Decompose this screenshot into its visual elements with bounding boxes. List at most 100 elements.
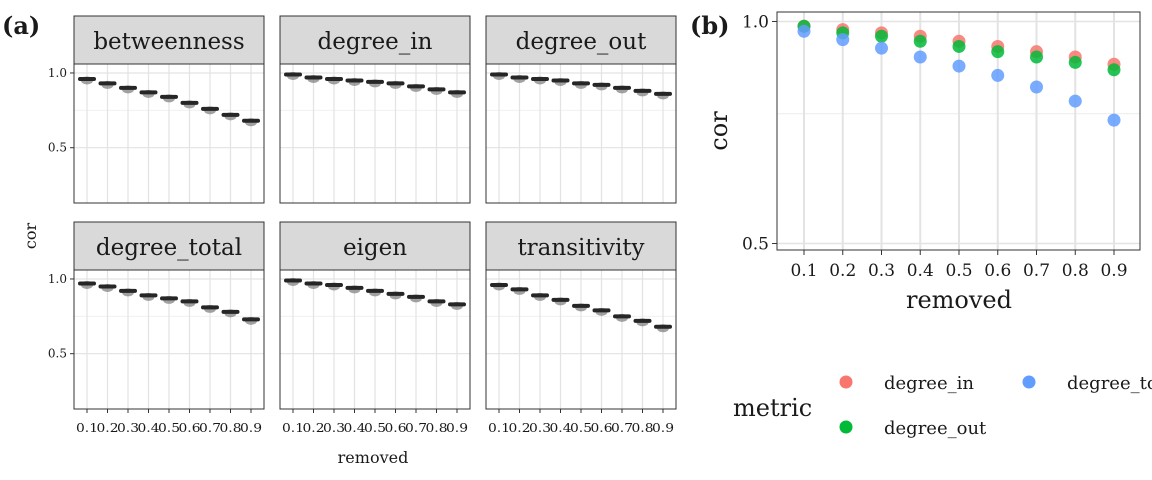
data-point — [613, 314, 631, 319]
facet-panel-betweenness: betweenness 0.5 1.0 — [48, 15, 265, 204]
x-tick-label: 0.1 — [282, 421, 304, 435]
data-point — [284, 72, 302, 77]
data-point — [242, 317, 260, 322]
x-tick-label: 0.6 — [179, 421, 201, 435]
data-point — [654, 324, 672, 329]
legend-title: metric — [733, 394, 812, 422]
panel-label-b: (b) — [690, 11, 730, 40]
data-point — [427, 87, 446, 92]
data-point — [1107, 63, 1121, 77]
data-point — [490, 282, 508, 287]
x-tick-label: 0.1 — [488, 421, 510, 435]
facet-strip-label: degree_in — [318, 29, 433, 55]
facet-strip — [485, 15, 677, 65]
x-tick-label: 0.2 — [303, 421, 325, 435]
data-point — [345, 78, 364, 83]
facet-strip — [279, 15, 471, 65]
data-point — [991, 68, 1005, 82]
data-point — [201, 106, 219, 111]
data-point — [366, 288, 384, 293]
x-tick-label: 0.9 — [1100, 261, 1127, 281]
y-tick-label: 0.5 — [48, 347, 67, 361]
y-axis-title: cor — [21, 223, 40, 250]
data-point — [180, 100, 199, 105]
data-point — [551, 78, 570, 83]
y-axis-title: cor — [705, 111, 733, 151]
data-point — [991, 45, 1005, 59]
data-point — [119, 85, 137, 90]
data-point — [98, 284, 117, 289]
facet-panel-transitivity: transitivity 0.10.20.30.40.50.60.70.80.9 — [485, 221, 677, 435]
x-tick-label: 0.9 — [446, 421, 468, 435]
data-point — [490, 72, 508, 77]
data-point — [221, 112, 240, 117]
x-tick-label: 0.3 — [868, 261, 895, 281]
data-point — [531, 293, 549, 298]
legend-label: degree_out — [884, 418, 987, 439]
facet-strip-label: degree_out — [516, 29, 647, 55]
data-point — [180, 299, 199, 304]
x-tick-label: 0.5 — [945, 261, 972, 281]
data-point — [407, 84, 425, 89]
data-point — [325, 76, 343, 81]
data-point — [304, 75, 323, 80]
x-tick-label: 0.9 — [240, 421, 262, 435]
data-point — [913, 34, 927, 48]
series-degree_out — [797, 19, 1121, 77]
x-tick-label: 0.8 — [632, 421, 654, 435]
y-tick-label: 1.0 — [742, 12, 769, 32]
facet-strip-label: degree_total — [96, 235, 242, 261]
x-tick-label: 0.8 — [220, 421, 242, 435]
data-point — [572, 303, 590, 308]
data-point — [510, 75, 529, 80]
facet-strip — [73, 15, 265, 65]
data-point — [531, 76, 549, 81]
data-point — [386, 291, 405, 296]
x-tick-label: 0.7 — [199, 421, 221, 435]
data-point — [448, 302, 466, 307]
data-point — [633, 318, 652, 323]
x-tick-label: 0.4 — [907, 261, 934, 281]
data-point — [913, 50, 927, 64]
legend-key-degree_out — [839, 420, 853, 434]
x-tick-label: 0.7 — [611, 421, 633, 435]
data-point — [654, 91, 672, 96]
data-point — [592, 308, 611, 313]
x-tick-label: 0.4 — [138, 421, 160, 435]
y-tick-label: 1.0 — [48, 272, 67, 286]
data-point — [613, 85, 631, 90]
y-tick-label: 1.0 — [48, 66, 67, 80]
legend: metric degree_in degree_out degree_total — [733, 373, 1152, 439]
facet-strip — [279, 221, 471, 271]
data-point — [1030, 50, 1043, 64]
facet-panel-degree_total: degree_total0.51.00.10.20.30.40.50.60.70… — [48, 221, 265, 435]
x-tick-label: 0.1 — [76, 421, 98, 435]
data-point — [139, 90, 158, 95]
x-tick-label: 0.3 — [323, 421, 345, 435]
x-tick-label: 0.8 — [426, 421, 448, 435]
faceted-chart-a: betweenness 0.5 1.0 degree_in degree_outdegr… — [21, 15, 677, 467]
facet-border — [73, 63, 265, 204]
legend-key-degree_in — [839, 375, 853, 389]
x-tick-label: 0.6 — [984, 261, 1011, 281]
x-axis-title: removed — [906, 286, 1012, 314]
data-point — [221, 309, 240, 314]
data-point — [875, 41, 888, 55]
data-point — [284, 278, 302, 283]
x-tick-label: 0.9 — [652, 421, 674, 435]
series-degree_total — [797, 24, 1121, 127]
data-point — [952, 59, 966, 73]
data-point — [572, 81, 590, 86]
x-tick-label: 0.4 — [550, 421, 572, 435]
facet-panel-degree_in: degree_in — [279, 15, 471, 204]
facet-strip-label: eigen — [343, 235, 407, 261]
facet-border — [279, 63, 471, 204]
scatter-chart-b: 0.5 1.0 0.1 0.2 0.3 0.4 0.5 0.6 0.7 0.8 0.9 removed… — [705, 11, 1152, 439]
x-tick-label: 0.7 — [405, 421, 427, 435]
data-point — [386, 81, 405, 86]
x-tick-label: 0.3 — [529, 421, 551, 435]
data-point — [1030, 80, 1043, 94]
x-tick-label: 0.6 — [385, 421, 407, 435]
data-point — [633, 88, 652, 93]
data-point — [510, 287, 529, 292]
